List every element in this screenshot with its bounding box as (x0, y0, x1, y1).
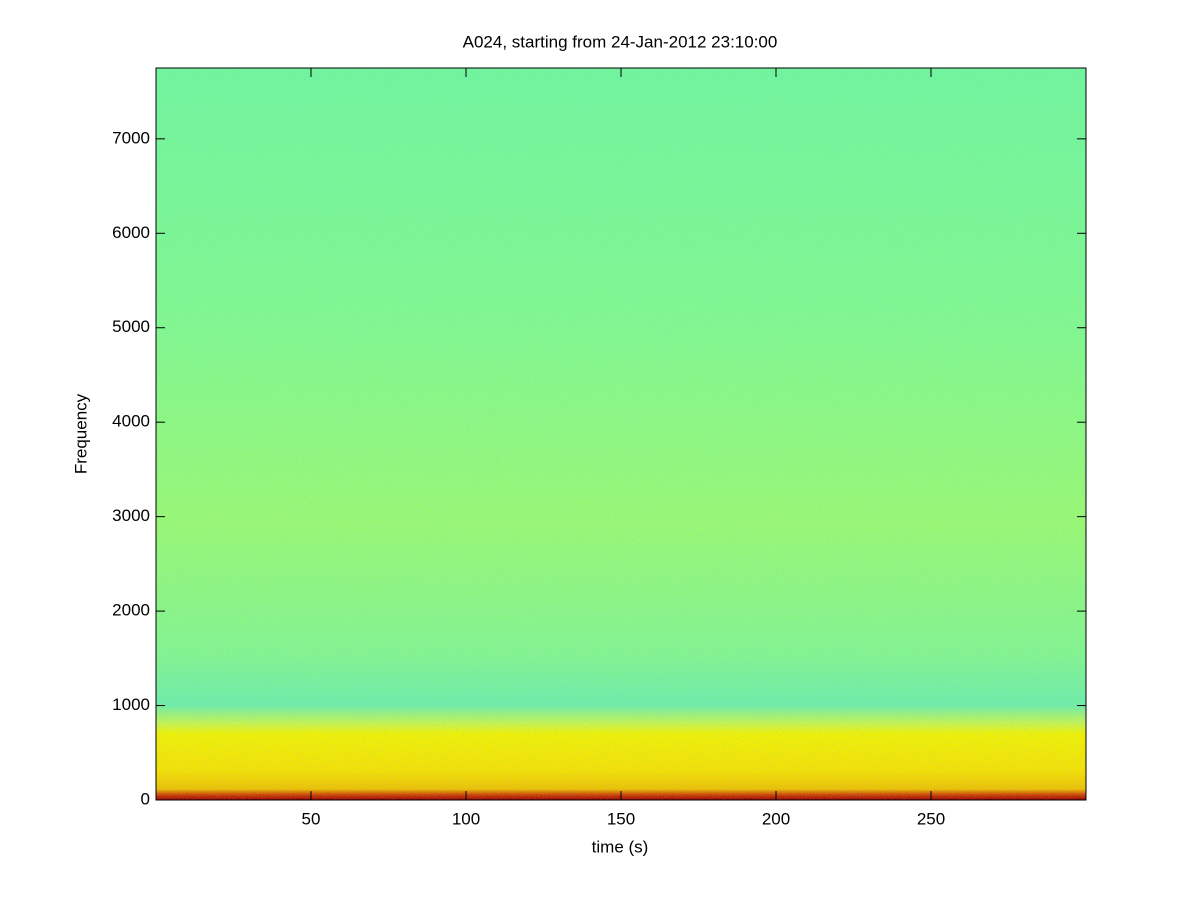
y-tick-label: 3000 (112, 506, 150, 525)
x-axis-label: time (s) (592, 837, 649, 856)
y-tick-label: 7000 (112, 128, 150, 147)
x-tick-label: 200 (762, 809, 790, 828)
y-tick-label: 5000 (112, 317, 150, 336)
x-tick-label: 50 (302, 809, 321, 828)
y-tick-label: 6000 (112, 223, 150, 242)
y-axis-label: Frequency (71, 393, 90, 474)
y-tick-label: 2000 (112, 601, 150, 620)
y-tick-label: 0 (141, 789, 150, 808)
y-tick-label: 1000 (112, 695, 150, 714)
x-tick-label: 150 (607, 809, 635, 828)
spectrogram-noise (156, 68, 1086, 800)
y-tick-label: 4000 (112, 412, 150, 431)
x-tick-label: 250 (917, 809, 945, 828)
chart-title: A024, starting from 24-Jan-2012 23:10:00 (463, 32, 778, 51)
x-tick-label: 100 (452, 809, 480, 828)
plot-area (156, 68, 1086, 800)
